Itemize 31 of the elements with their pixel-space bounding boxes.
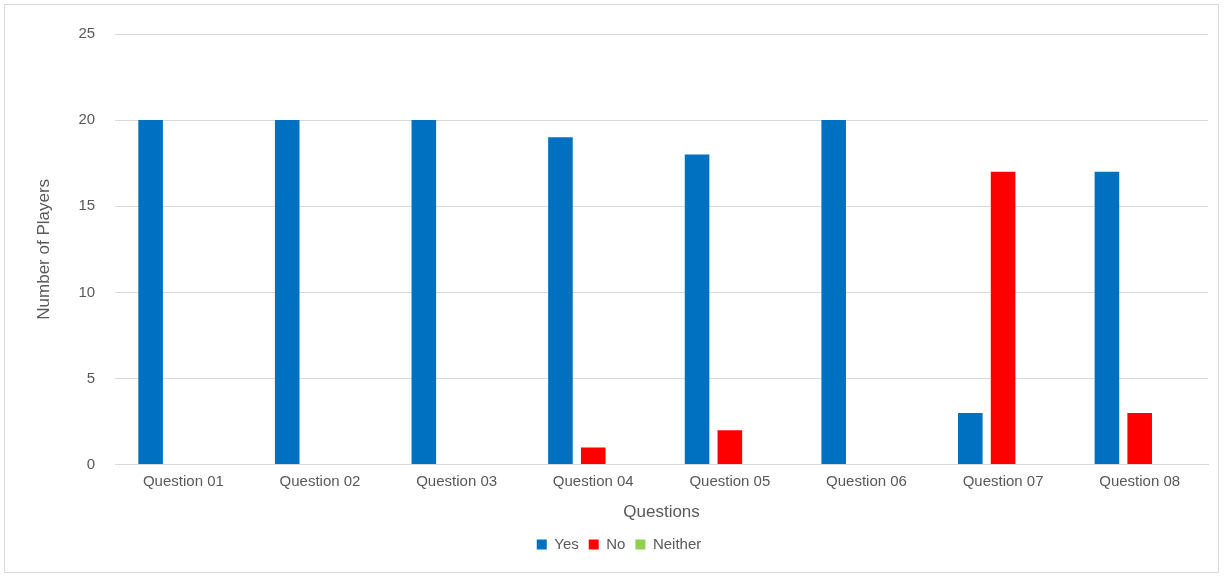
bar xyxy=(411,120,437,465)
x-tick-label: Question 08 xyxy=(1099,471,1181,489)
y-tick-label: 5 xyxy=(86,368,96,386)
bar xyxy=(1094,171,1120,465)
x-tick-label: Question 06 xyxy=(826,471,907,489)
legend-label: Yes xyxy=(554,534,579,552)
x-tick-label: Question 01 xyxy=(142,471,224,489)
y-axis-title: Number of Players xyxy=(33,178,53,320)
bar xyxy=(684,154,710,465)
legend-label: No xyxy=(606,534,626,552)
legend-label: Neither xyxy=(652,534,702,552)
x-tick-label: Question 04 xyxy=(552,471,634,489)
x-tick-label: Question 07 xyxy=(962,471,1044,489)
bar xyxy=(548,137,573,465)
y-tick-label: 0 xyxy=(86,454,96,472)
bar xyxy=(274,120,300,465)
bar xyxy=(580,447,606,465)
bar xyxy=(138,120,163,465)
y-tick-label: 25 xyxy=(78,24,96,42)
bar xyxy=(958,412,983,465)
bar xyxy=(821,120,846,465)
x-axis-title: Questions xyxy=(623,502,700,522)
y-tick-label: 10 xyxy=(78,282,96,300)
x-tick-label: Question 03 xyxy=(416,471,498,489)
bar xyxy=(1127,412,1152,465)
x-tick-label: Question 02 xyxy=(279,471,361,489)
y-tick-label: 15 xyxy=(78,196,96,214)
bar xyxy=(717,430,743,465)
bar xyxy=(990,171,1016,465)
y-tick-label: 20 xyxy=(78,110,96,128)
x-tick-label: Question 05 xyxy=(689,471,771,489)
